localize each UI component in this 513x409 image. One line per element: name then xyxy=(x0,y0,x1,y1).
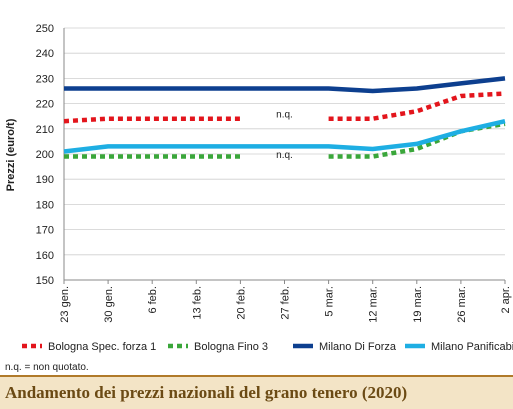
y-tick-label: 150 xyxy=(36,275,54,287)
y-tick-label: 230 xyxy=(36,73,54,85)
x-tick-label: 12 mar. xyxy=(368,286,380,323)
x-tick-label: 2 apr. xyxy=(500,286,512,314)
legend-item: Bologna Spec. forza 1 xyxy=(22,341,156,353)
nq-annotation: n.q. xyxy=(276,150,293,161)
legend-item: Bologna Fino 3 xyxy=(168,341,268,353)
series-line-3 xyxy=(63,119,506,154)
series-lines xyxy=(63,76,506,159)
x-tick-label: 27 feb. xyxy=(280,286,292,320)
y-tick-label: 240 xyxy=(36,48,54,60)
x-tick-label: 6 feb. xyxy=(147,286,159,314)
legend-label: Bologna Spec. forza 1 xyxy=(48,341,156,353)
y-tick-label: 180 xyxy=(36,199,54,211)
x-tick-label: 13 feb. xyxy=(191,286,203,320)
y-axis-label: Prezzi (euro/t) xyxy=(5,118,17,191)
series-line-0 xyxy=(63,116,241,124)
y-tick-label: 250 xyxy=(36,23,54,35)
x-tick-label: 20 feb. xyxy=(235,286,247,320)
x-tick-label: 26 mar. xyxy=(456,286,468,323)
y-tick-label: 210 xyxy=(36,124,54,136)
x-tick-label: 19 mar. xyxy=(412,286,424,323)
y-tick-label: 190 xyxy=(36,174,54,186)
y-axis-ticks: 150 160 170 180 190 200 210 220 230 240 250 xyxy=(36,23,54,287)
legend-item: Milano Panificabile xyxy=(405,341,513,353)
caption-bar: Andamento dei prezzi nazionali del grano… xyxy=(0,375,513,409)
legend-label: Milano Panificabile xyxy=(431,341,513,353)
legend-label: Milano Di Forza xyxy=(319,341,397,353)
series-line-2 xyxy=(64,76,506,94)
legend-label: Bologna Fino 3 xyxy=(194,341,268,353)
legend: Bologna Spec. forza 1 Bologna Fino 3 Milan… xyxy=(22,341,513,353)
legend-item: Milano Di Forza xyxy=(293,341,397,353)
line-chart: 150 160 170 180 190 200 210 220 230 240 250 23 gen… xyxy=(5,23,513,353)
y-tick-label: 220 xyxy=(36,99,54,111)
series-line-1 xyxy=(328,121,506,159)
y-tick-label: 160 xyxy=(36,250,54,262)
chart-caption: Andamento dei prezzi nazionali del grano… xyxy=(5,383,408,402)
x-tick-label: 5 mar. xyxy=(324,286,336,317)
y-tick-label: 170 xyxy=(36,225,54,237)
x-tick-label: 23 gen. xyxy=(59,286,71,323)
series-line-0 xyxy=(328,91,506,121)
y-tick-label: 200 xyxy=(36,149,54,161)
footnote: n.q. = non quotato. xyxy=(5,362,89,373)
nq-annotation: n.q. xyxy=(276,110,293,121)
x-tick-label: 30 gen. xyxy=(103,286,115,323)
annotations: n.q. n.q. xyxy=(276,110,293,161)
x-axis-ticks: 23 gen. 30 gen. 6 feb. 13 feb. 20 feb. 27 feb… xyxy=(59,280,512,323)
